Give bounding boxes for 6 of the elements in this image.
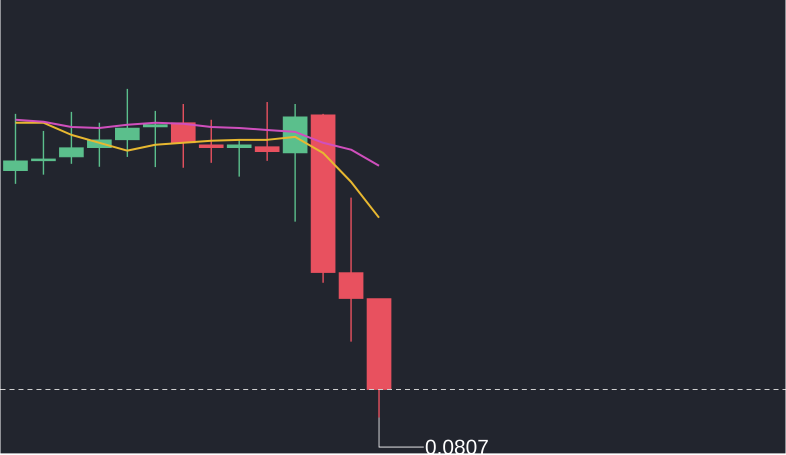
candlestick xyxy=(3,112,28,184)
candlestick xyxy=(198,118,224,164)
candlestick xyxy=(31,130,56,176)
candlestick xyxy=(142,110,168,168)
candlestick xyxy=(254,101,280,162)
candlestick xyxy=(226,138,252,178)
